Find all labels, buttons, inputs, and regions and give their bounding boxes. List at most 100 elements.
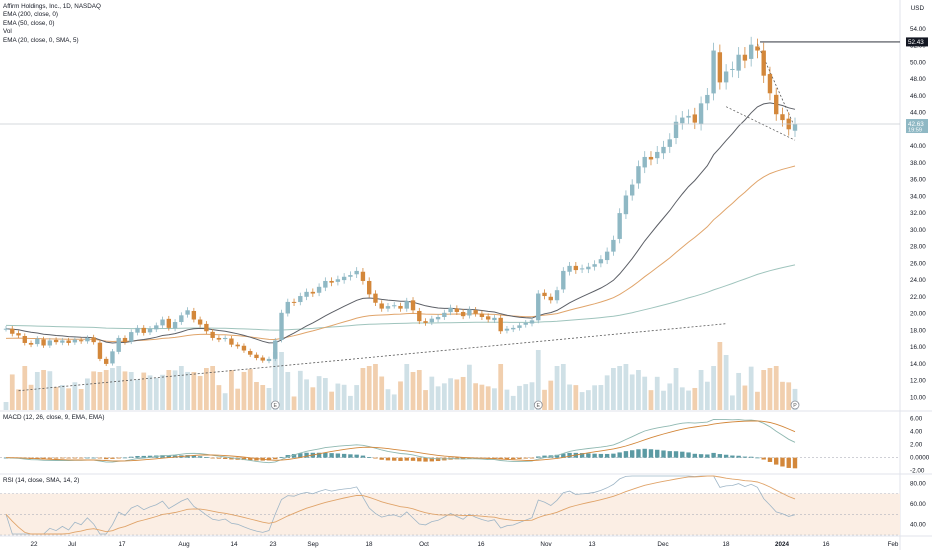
candle-body[interactable] xyxy=(698,103,704,125)
candle-body[interactable] xyxy=(103,358,109,364)
candle-body[interactable] xyxy=(705,94,710,104)
candle-body[interactable] xyxy=(629,184,635,196)
legend-ema20[interactable]: EMA (20, close, 0, SMA, 5) xyxy=(3,36,79,44)
candle-body[interactable] xyxy=(473,310,478,314)
candle-body[interactable] xyxy=(680,117,685,124)
candle-body[interactable] xyxy=(160,319,165,326)
candle-body[interactable] xyxy=(429,318,435,323)
candle-body[interactable] xyxy=(523,322,528,325)
candle-body[interactable] xyxy=(392,305,397,307)
candle-body[interactable] xyxy=(485,316,491,320)
macd-line[interactable] xyxy=(5,418,796,464)
candle-body[interactable] xyxy=(673,121,679,138)
candle-body[interactable] xyxy=(448,307,453,313)
candle-body[interactable] xyxy=(686,115,691,118)
candle-body[interactable] xyxy=(661,146,666,154)
candle-body[interactable] xyxy=(454,308,460,312)
candle-body[interactable] xyxy=(748,44,754,59)
candle-body[interactable] xyxy=(78,340,84,342)
candle-body[interactable] xyxy=(85,337,90,342)
earnings-marker[interactable] xyxy=(533,400,543,410)
candle-body[interactable] xyxy=(298,296,303,303)
candle-body[interactable] xyxy=(730,68,735,70)
candle-body[interactable] xyxy=(16,333,21,336)
candle-body[interactable] xyxy=(360,271,366,281)
candle-body[interactable] xyxy=(554,290,560,301)
candle-body[interactable] xyxy=(717,52,723,83)
candle-body[interactable] xyxy=(323,280,328,288)
candle-body[interactable] xyxy=(60,340,65,343)
candle-body[interactable] xyxy=(254,354,259,359)
candle-body[interactable] xyxy=(110,351,115,364)
ema200-line[interactable] xyxy=(5,264,796,331)
candle-body[interactable] xyxy=(774,94,779,115)
candle-body[interactable] xyxy=(667,139,672,147)
candle-body[interactable] xyxy=(97,342,103,359)
candle-body[interactable] xyxy=(404,301,409,309)
candle-body[interactable] xyxy=(141,327,146,333)
candle-body[interactable] xyxy=(711,50,716,94)
macd-signal-line[interactable] xyxy=(6,420,796,462)
candle-body[interactable] xyxy=(373,293,378,303)
candle-body[interactable] xyxy=(266,358,272,362)
candle-body[interactable] xyxy=(417,310,422,322)
candle-body[interactable] xyxy=(197,319,203,325)
candle-body[interactable] xyxy=(442,312,447,317)
wedge-lower-line[interactable] xyxy=(725,106,796,141)
candle-body[interactable] xyxy=(529,320,535,324)
candle-body[interactable] xyxy=(248,351,253,355)
candle-body[interactable] xyxy=(761,50,766,76)
candle-body[interactable] xyxy=(548,296,553,301)
candle-body[interactable] xyxy=(210,331,215,338)
candle-body[interactable] xyxy=(235,344,240,347)
candle-body[interactable] xyxy=(28,342,34,345)
candle-body[interactable] xyxy=(179,315,184,323)
candle-body[interactable] xyxy=(216,337,222,340)
candle-body[interactable] xyxy=(341,276,347,281)
candle-body[interactable] xyxy=(792,124,798,131)
symbol-title[interactable]: Affirm Holdings, Inc., 1D, NASDAQ xyxy=(3,3,101,10)
candle-body[interactable] xyxy=(222,337,228,340)
candle-body[interactable] xyxy=(204,323,209,332)
candle-body[interactable] xyxy=(35,338,40,345)
candle-body[interactable] xyxy=(492,317,497,321)
candle-body[interactable] xyxy=(229,338,234,345)
candle-body[interactable] xyxy=(498,317,503,332)
legend-ema50[interactable]: EMA (50, close, 0) xyxy=(3,19,55,27)
candle-body[interactable] xyxy=(692,114,698,123)
candle-body[interactable] xyxy=(623,195,629,215)
candle-body[interactable] xyxy=(316,286,322,293)
candle-body[interactable] xyxy=(116,337,121,352)
candle-body[interactable] xyxy=(598,259,604,264)
candle-body[interactable] xyxy=(410,300,416,311)
candle-body[interactable] xyxy=(736,54,741,71)
candle-body[interactable] xyxy=(366,280,372,295)
candle-body[interactable] xyxy=(385,306,391,309)
candle-body[interactable] xyxy=(135,327,140,333)
candle-body[interactable] xyxy=(285,301,290,314)
rsi-line[interactable] xyxy=(5,475,796,535)
rsi-legend[interactable]: RSI (14, close, SMA, 14, 2) xyxy=(3,477,80,484)
candle-body[interactable] xyxy=(91,337,96,343)
candle-body[interactable] xyxy=(780,114,785,121)
candle-body[interactable] xyxy=(3,328,9,330)
candle-body[interactable] xyxy=(191,310,197,320)
candle-body[interactable] xyxy=(273,340,278,359)
candle-body[interactable] xyxy=(573,265,579,271)
candle-body[interactable] xyxy=(567,265,572,272)
candle-body[interactable] xyxy=(423,321,428,323)
candle-body[interactable] xyxy=(655,151,660,159)
candle-body[interactable] xyxy=(398,305,403,309)
candle-body[interactable] xyxy=(561,270,566,290)
candle-body[interactable] xyxy=(172,322,178,329)
earnings-marker[interactable] xyxy=(270,400,280,410)
candle-body[interactable] xyxy=(755,46,760,51)
candle-body[interactable] xyxy=(147,328,153,333)
candle-body[interactable] xyxy=(636,166,641,184)
candle-body[interactable] xyxy=(310,291,316,294)
legend-ema200[interactable]: EMA (200, close, 0) xyxy=(3,11,58,19)
candle-body[interactable] xyxy=(66,340,71,343)
candle-body[interactable] xyxy=(154,325,159,330)
candle-body[interactable] xyxy=(329,280,334,283)
candle-body[interactable] xyxy=(542,292,547,297)
